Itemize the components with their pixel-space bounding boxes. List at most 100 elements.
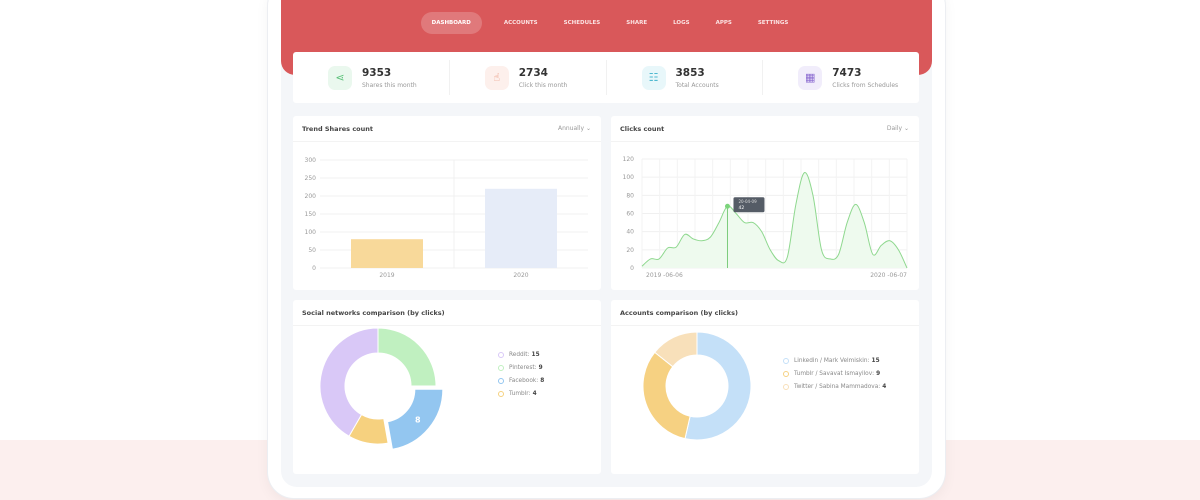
legend-value: 4 xyxy=(882,384,887,390)
dropdown-value: Annually xyxy=(557,125,585,132)
legend-item[interactable]: Twitter / Sabina Mammadova:4 xyxy=(783,384,886,390)
slice-reddit xyxy=(319,327,379,437)
legend-value: 9 xyxy=(876,371,881,377)
legend-marker-icon xyxy=(498,391,504,397)
legend-item[interactable]: Pinterest:9 xyxy=(498,365,544,371)
y-tick-label: 120 xyxy=(623,156,635,163)
bar-chart: 0 50 100 150 200 250 300 2019 2020 xyxy=(305,157,588,279)
dashboard-screen: DASHBOARD ACCOUNTS SCHEDULES SHARE LOGS APPS S… xyxy=(281,0,932,487)
bar-2019 xyxy=(351,239,423,268)
y-tick-label: 200 xyxy=(305,193,317,200)
slice-twitter xyxy=(654,331,698,368)
pointer-icon: ☝ xyxy=(484,65,509,90)
legend-marker-icon xyxy=(498,365,504,371)
series-line xyxy=(641,172,908,269)
legend-label: Reddit xyxy=(509,352,528,358)
nav-item-schedules[interactable]: SCHEDULES xyxy=(563,20,601,26)
trend-shares-card: Trend Shares count Annually ⌄ 0 50 100 150 2… xyxy=(293,116,601,290)
nav-item-logs[interactable]: LOGS xyxy=(673,20,690,26)
y-tick-label: 40 xyxy=(626,229,634,236)
y-tick-label: 0 xyxy=(630,265,634,272)
data-point xyxy=(724,203,730,209)
y-tick-label: 250 xyxy=(305,175,317,182)
legend-value: 15 xyxy=(871,358,880,364)
period-dropdown[interactable]: Annually ⌄ xyxy=(558,125,591,132)
nav-item-settings[interactable]: SETTINGS xyxy=(757,20,789,26)
nav-item-accounts[interactable]: ACCOUNTS xyxy=(503,20,538,26)
accounts-legend: Linkedin / Mark Velmiskin:15 Tumblr / Sav… xyxy=(783,358,886,397)
y-tick-label: 100 xyxy=(305,229,317,236)
stat-item: ▦ 7473 Clicks from Schedules xyxy=(763,60,919,95)
stat-value: 3853 xyxy=(675,66,705,79)
legend-item[interactable]: Tumblr:4 xyxy=(498,391,544,397)
period-dropdown[interactable]: Daily ⌄ xyxy=(887,125,909,132)
legend-value: 9 xyxy=(538,365,543,371)
slice-tumblr xyxy=(642,351,691,440)
social-networks-card: Social networks comparison (by clicks) 8… xyxy=(293,300,601,474)
stat-label: Shares this month xyxy=(362,81,417,89)
share-icon: ⋖ xyxy=(328,65,352,90)
legend-label: Twitter / Sabina Mammadova xyxy=(794,384,879,390)
slice-facebook xyxy=(386,388,444,450)
card-title: Accounts comparison (by clicks) xyxy=(620,309,738,317)
y-tick-label: 100 xyxy=(623,174,635,181)
stat-label: Clicks from Schedules xyxy=(832,81,899,89)
social-donut-chart: 8 xyxy=(319,327,444,450)
legend-marker-icon xyxy=(498,378,504,384)
x-tick-label: 2019 xyxy=(379,272,394,279)
slice-linkedin xyxy=(684,331,752,441)
y-tick-label: 150 xyxy=(305,211,317,218)
stat-item: ☷ 3853 Total Accounts xyxy=(607,60,764,95)
legend-item[interactable]: Linkedin / Mark Velmiskin:15 xyxy=(783,358,886,364)
card-title: Clicks count xyxy=(620,125,665,133)
legend-item[interactable]: Facebook:8 xyxy=(498,378,544,384)
legend-value: 8 xyxy=(540,378,545,384)
nav-item-apps[interactable]: APPS xyxy=(715,20,732,26)
tooltip xyxy=(733,197,765,213)
stat-item: ☝ 2734 Click this month xyxy=(450,60,607,95)
stat-value: 7473 xyxy=(832,66,862,79)
accounts-comparison-card: Accounts comparison (by clicks) Linkedin… xyxy=(611,300,919,474)
tooltip-value: 42 xyxy=(738,205,744,211)
legend-item[interactable]: Reddit:15 xyxy=(498,352,544,358)
x-tick-label: 2020 xyxy=(513,272,528,279)
users-icon: ☷ xyxy=(641,65,666,90)
legend-label: Facebook xyxy=(509,378,537,384)
stat-label: Click this month xyxy=(518,81,568,89)
legend-label: Tumblr xyxy=(509,391,529,397)
x-start-label: 2019 -06-06 xyxy=(646,272,683,279)
card-title: Social networks comparison (by clicks) xyxy=(302,309,445,317)
legend-marker-icon xyxy=(783,358,789,364)
stat-item: ⋖ 9353 Shares this month xyxy=(293,60,450,95)
tooltip-date: 20-04-09 xyxy=(738,199,757,204)
y-tick-label: 300 xyxy=(305,157,317,164)
legend-marker-icon xyxy=(498,352,504,358)
social-legend: Reddit:15 Pinterest:9 Facebook:8 Tumblr:4 xyxy=(498,352,544,404)
slice-pinterest xyxy=(377,327,437,387)
legend-marker-icon xyxy=(783,371,789,377)
legend-value: 15 xyxy=(531,352,540,358)
stats-card: ⋖ 9353 Shares this month ☝ 2734 Click this mo… xyxy=(293,52,919,103)
nav-item-dashboard[interactable]: DASHBOARD xyxy=(420,12,482,34)
legend-label: Linkedin / Mark Velmiskin xyxy=(794,358,868,364)
calendar-icon: ▦ xyxy=(798,65,823,90)
area-fill xyxy=(642,172,907,268)
legend-value: 4 xyxy=(532,391,537,397)
y-tick-label: 0 xyxy=(312,265,316,272)
stat-label: Total Accounts xyxy=(675,81,719,89)
y-tick-label: 20 xyxy=(626,247,634,254)
y-tick-label: 50 xyxy=(308,247,316,254)
nav-item-share[interactable]: SHARE xyxy=(626,20,648,26)
chevron-down-icon: ⌄ xyxy=(903,125,909,132)
y-tick-label: 60 xyxy=(626,211,634,218)
legend-item[interactable]: Tumblr / Savavat Ismayilov:9 xyxy=(783,371,886,377)
slice-label: 8 xyxy=(415,415,421,424)
legend-label: Tumblr / Savavat Ismayilov xyxy=(794,371,873,377)
accounts-donut-chart xyxy=(642,331,752,441)
y-tick-label: 80 xyxy=(626,192,634,199)
x-end-label: 2020 -06-07 xyxy=(870,272,907,279)
card-title: Trend Shares count xyxy=(302,125,373,133)
stat-value: 9353 xyxy=(362,66,392,79)
legend-label: Pinterest xyxy=(509,365,535,371)
